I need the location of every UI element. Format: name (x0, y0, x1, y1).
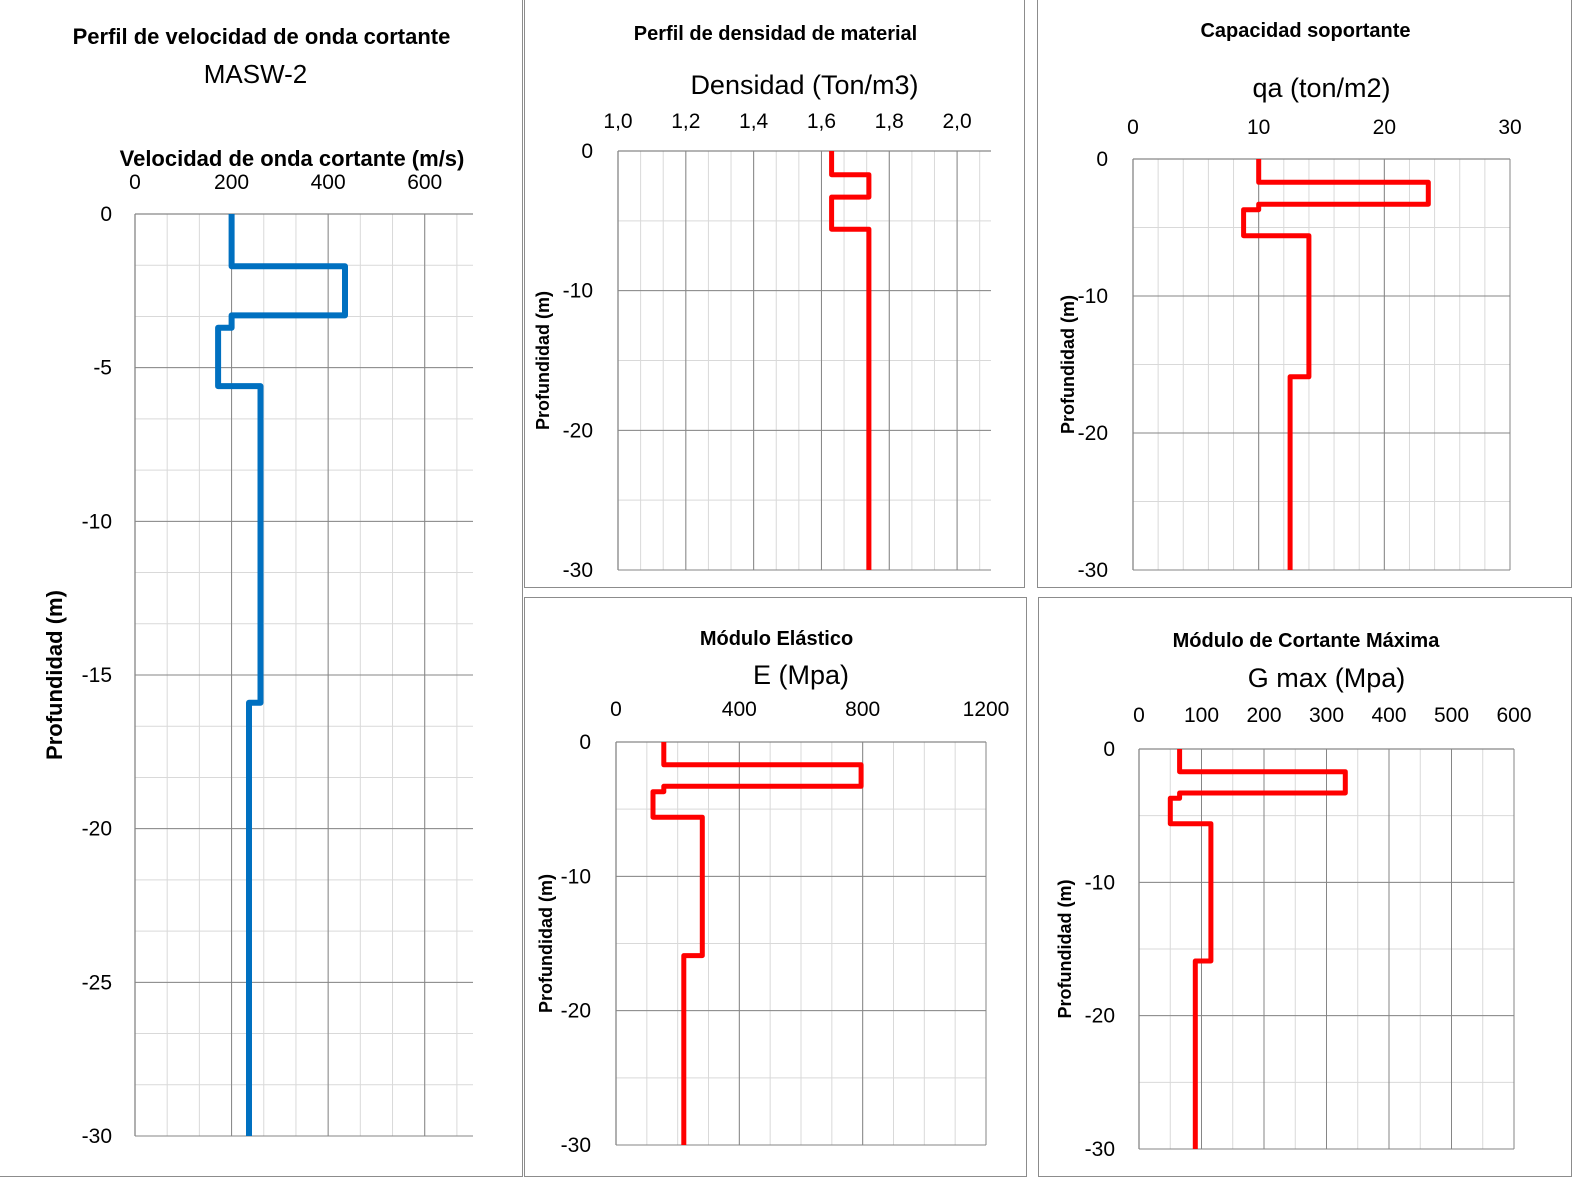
y-tick-label: 0 (1103, 738, 1115, 761)
y-tick-label: -10 (561, 865, 591, 888)
x-tick-label: 400 (722, 698, 757, 721)
y-tick-label: -20 (82, 818, 112, 841)
density-chart: 1,0 1,2 1,4 1,6 1,8 2,0 0 -10 -20 -30 Perfil de de… (533, 23, 991, 582)
x-tick-label: 0 (1133, 704, 1145, 727)
x-tick-label: 600 (1496, 704, 1531, 727)
chart-title: Módulo de Cortante Máxima (1173, 630, 1441, 652)
chart-title: Capacidad soportante (1200, 20, 1410, 42)
x-tick-label: 1,8 (875, 110, 904, 133)
y-tick-label: -25 (82, 971, 112, 994)
y-tick-label: -10 (1078, 285, 1108, 308)
x-tick-label: 1,2 (671, 110, 700, 133)
chart-subtitle: MASW-2 (204, 59, 308, 89)
max-shear-modulus-chart-panel: 0 100 200 300 400 500 600 0 -10 -20 -30 Módulo de C… (1038, 597, 1572, 1177)
x-tick-label: 600 (407, 171, 442, 194)
elastic-modulus-chart: 0 400 800 1200 0 -10 -20 -30 Módulo Elástico E (M… (536, 628, 1010, 1157)
y-tick-label: -15 (82, 664, 112, 687)
y-axis-label: Profundidad (m) (42, 590, 67, 760)
x-tick-label: 0 (129, 171, 141, 194)
y-tick-label: -5 (93, 357, 112, 380)
shear-velocity-chart-panel: 0 200 400 600 0 -5 -10 -15 -20 -25 -30 Perfil de ve… (0, 0, 523, 1177)
bearing-capacity-chart: 0 10 20 30 0 -10 -20 -30 Capacidad soportante qa … (1058, 20, 1522, 582)
x-tick-label: 30 (1498, 116, 1521, 139)
plot-grid (134, 213, 473, 1137)
x-tick-label: 0 (1127, 116, 1139, 139)
density-chart-panel: 1,0 1,2 1,4 1,6 1,8 2,0 0 -10 -20 -30 Perfil de de… (524, 0, 1025, 588)
bearing-capacity-chart-panel: 0 10 20 30 0 -10 -20 -30 Capacidad soportante qa … (1037, 0, 1572, 588)
y-tick-label: -10 (82, 510, 112, 533)
x-tick-label: 20 (1373, 116, 1396, 139)
y-tick-label: 0 (100, 203, 112, 226)
y-axis-label: Profundidad (m) (1055, 880, 1075, 1019)
series-line (215, 214, 348, 1136)
y-tick-label: 0 (581, 140, 593, 163)
x-tick-label: 100 (1184, 704, 1219, 727)
x-tick-label: 200 (1246, 704, 1281, 727)
x-tick-label: 1,0 (603, 110, 632, 133)
x-tick-label: 400 (311, 171, 346, 194)
plot-grid (617, 150, 991, 571)
x-axis-label: qa (ton/m2) (1252, 73, 1390, 103)
x-tick-label: 0 (610, 698, 622, 721)
x-axis-label: Velocidad de onda cortante (m/s) (120, 146, 465, 171)
y-tick-label: -10 (563, 280, 593, 303)
y-tick-label: -20 (563, 419, 593, 442)
chart-title: Perfil de densidad de material (634, 23, 917, 45)
x-tick-label: 1200 (963, 698, 1010, 721)
y-tick-label: -30 (82, 1125, 112, 1148)
chart-title: Módulo Elástico (700, 628, 853, 650)
x-tick-label: 1,6 (807, 110, 836, 133)
x-tick-label: 400 (1371, 704, 1406, 727)
x-tick-label: 200 (214, 171, 249, 194)
max-shear-modulus-chart: 0 100 200 300 400 500 600 0 -10 -20 -30 Módulo de C… (1055, 630, 1532, 1161)
shear-velocity-chart: 0 200 400 600 0 -5 -10 -15 -20 -25 -30 Perfil de ve… (42, 24, 473, 1148)
y-tick-label: 0 (579, 731, 591, 754)
plot-grid (615, 741, 987, 1146)
series-line (1241, 159, 1431, 570)
y-tick-label: -30 (1078, 559, 1108, 582)
y-axis-label: Profundidad (m) (536, 874, 556, 1013)
y-axis-label: Profundidad (m) (1058, 295, 1078, 434)
plot-grid (1132, 158, 1511, 571)
x-axis-label: Densidad (Ton/m3) (690, 70, 918, 100)
y-tick-label: -20 (561, 1000, 591, 1023)
x-tick-label: 10 (1247, 116, 1270, 139)
x-tick-label: 1,4 (739, 110, 769, 133)
x-tick-label: 2,0 (942, 110, 971, 133)
x-tick-label: 800 (845, 698, 880, 721)
x-axis-label: G max (Mpa) (1248, 663, 1406, 693)
series-line (829, 151, 872, 570)
y-tick-label: -20 (1085, 1005, 1115, 1028)
chart-title: Perfil de velocidad de onda cortante (73, 24, 451, 49)
y-tick-label: -20 (1078, 422, 1108, 445)
y-tick-label: -30 (561, 1134, 591, 1157)
elastic-modulus-chart-panel: 0 400 800 1200 0 -10 -20 -30 Módulo Elástico E (M… (524, 597, 1027, 1177)
y-tick-label: -30 (563, 559, 593, 582)
x-axis-label: E (Mpa) (753, 660, 849, 690)
series-line (650, 742, 864, 1145)
y-axis-label: Profundidad (m) (533, 291, 553, 430)
y-tick-label: -10 (1085, 871, 1115, 894)
y-tick-label: -30 (1085, 1138, 1115, 1161)
x-tick-label: 300 (1309, 704, 1344, 727)
series-line (1167, 749, 1348, 1149)
y-tick-label: 0 (1096, 148, 1108, 171)
x-tick-label: 500 (1434, 704, 1469, 727)
